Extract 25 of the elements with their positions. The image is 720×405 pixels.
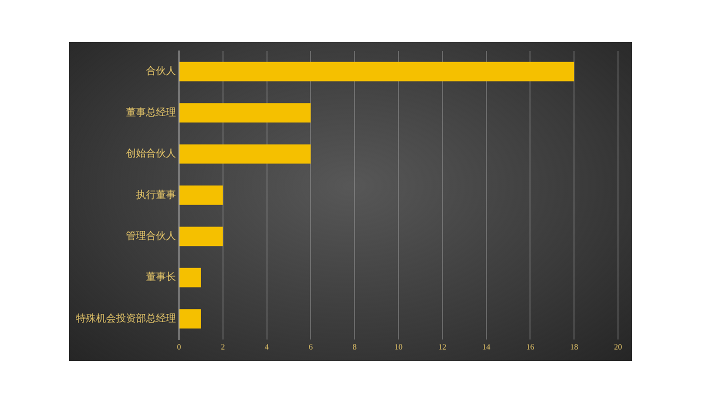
x-tick-label: 20 (614, 342, 622, 352)
x-tick-label: 16 (526, 342, 534, 352)
y-tick-label: 特殊机会投资部总经理 (76, 312, 176, 324)
y-tick-label: 管理合伙人 (126, 230, 176, 242)
bar (180, 144, 311, 164)
x-tick-label: 14 (482, 342, 490, 352)
y-tick-label: 执行董事 (136, 188, 176, 201)
x-tick-label: 10 (394, 342, 402, 352)
y-tick-label: 董事总经理 (126, 106, 176, 118)
x-tick-label: 0 (177, 342, 181, 352)
bar (180, 62, 574, 82)
y-tick-label: 董事长 (146, 271, 176, 284)
x-tick-label: 8 (352, 342, 357, 352)
x-tick-label: 6 (308, 342, 313, 352)
bar (180, 186, 223, 205)
x-tick-label: 18 (570, 342, 578, 352)
bar (180, 309, 201, 328)
y-tick-label: 合伙人 (146, 65, 176, 78)
x-tick-label: 4 (264, 342, 269, 352)
bar (180, 103, 311, 122)
x-tick-label: 2 (220, 342, 225, 352)
bar (180, 226, 223, 246)
bar (180, 268, 201, 288)
y-tick-label: 创始合伙人 (126, 148, 176, 160)
x-tick-label: 12 (438, 342, 446, 352)
